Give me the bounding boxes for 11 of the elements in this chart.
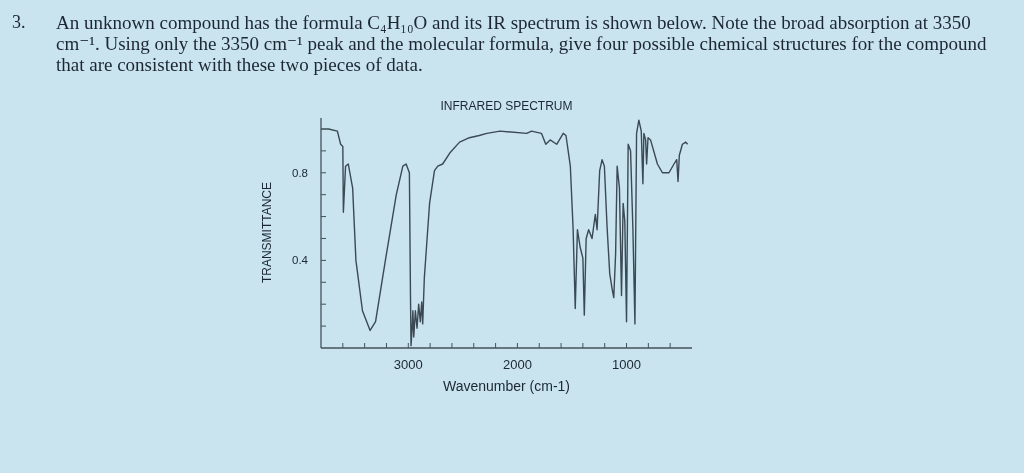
y-tick-label: 0.4 [292, 254, 309, 267]
line-series [321, 119, 689, 347]
x-tick-label: 3000 [393, 357, 423, 373]
x-tick-label: 1000 [612, 357, 641, 373]
x-axis-title: Wavenumber (cm-1) [441, 378, 572, 394]
text: An unknown compound has the formula C₄H₁₀O and its IR spectrum is shown below. Note the broad absorption at 3350 cm⁻¹. Using only the 3350 cm⁻¹ peak and the molecular formula, give four possible chemical structures for the compound that are consistent with these two pieces of data. [56, 12, 988, 75]
y-axis-title: TRANSMITTANCE [260, 182, 274, 284]
y-tick-label: 0.8 [292, 166, 308, 179]
x-tick-label: 2000 [502, 357, 532, 373]
text: 3. [12, 12, 26, 33]
chart-title: INFRARED SPECTRUM [439, 99, 574, 113]
